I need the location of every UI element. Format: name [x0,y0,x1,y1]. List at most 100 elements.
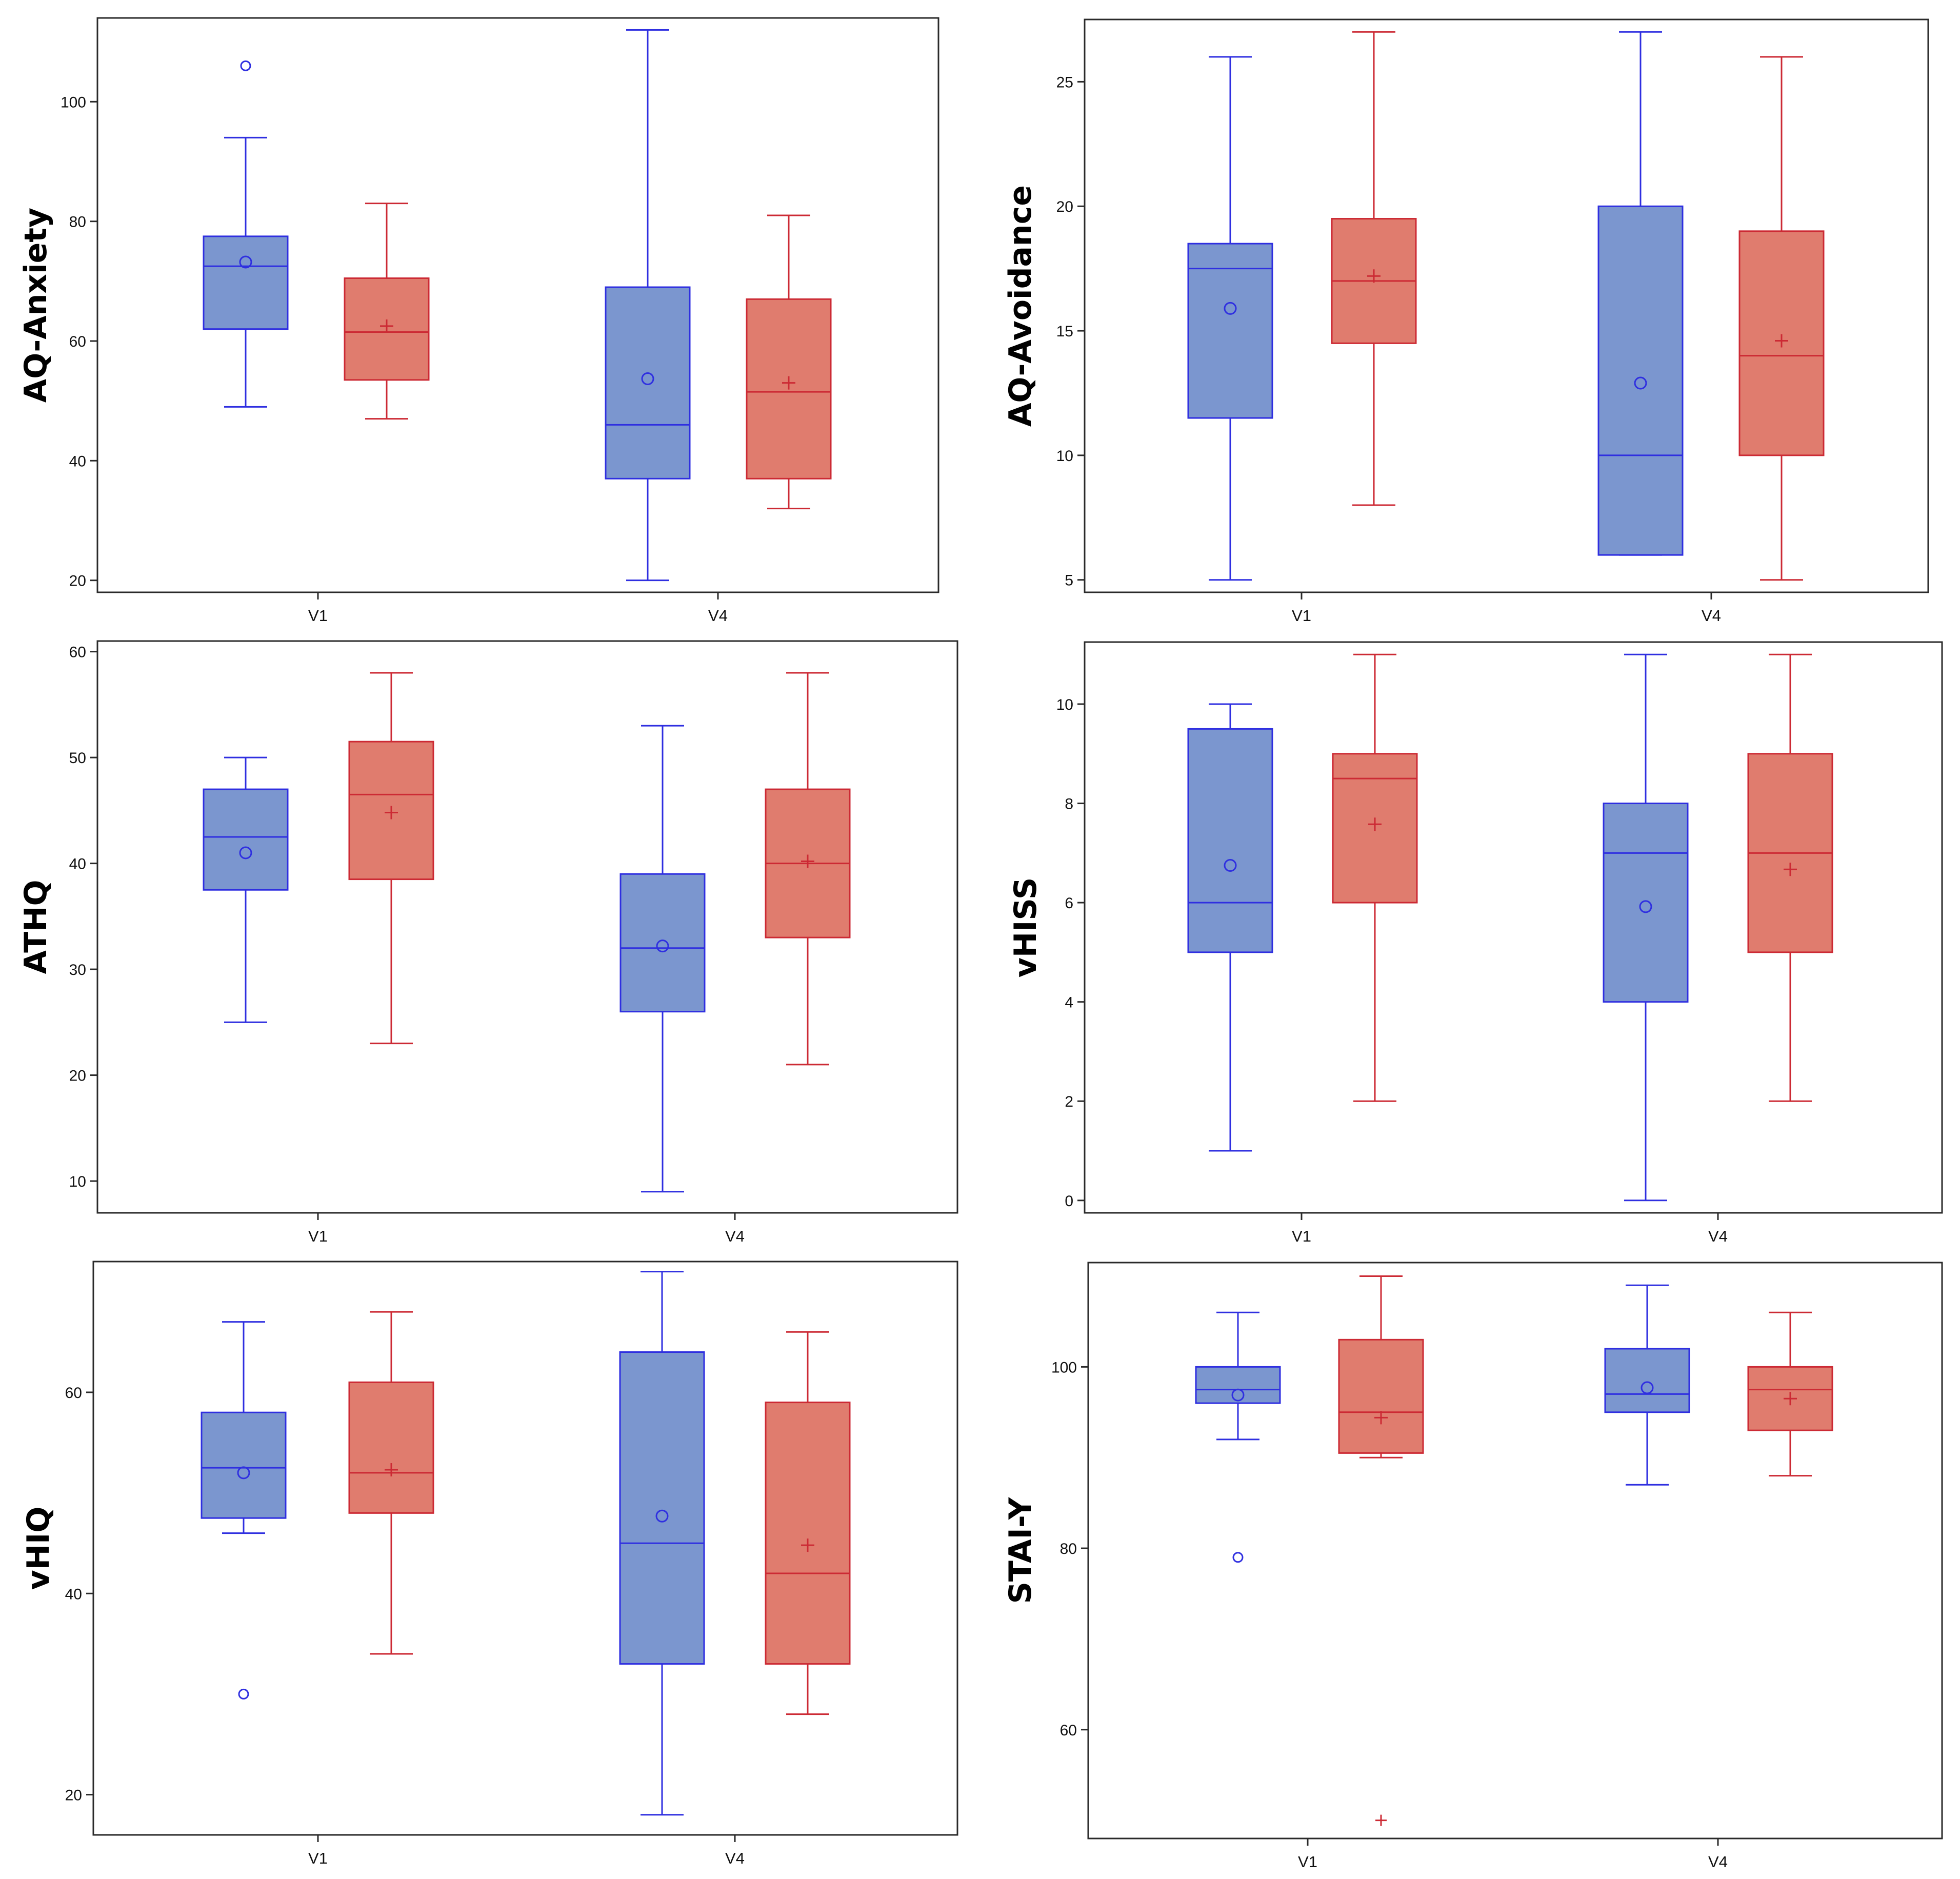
x-category-label: V4 [708,607,728,625]
mean-marker-circle [1641,1381,1654,1394]
mean-marker-circle [1224,859,1237,872]
mean-marker-plus [385,1463,398,1477]
y-tick-label: 20 [65,1787,82,1804]
y-tick-label: 40 [69,453,86,470]
box-v1-red [1332,653,1418,1102]
iqr-box [605,286,691,479]
box-v4-red [1747,653,1833,1102]
y-tick-label: 0 [1065,1193,1073,1210]
box-v4-blue [1603,653,1689,1202]
y-axis-title: STAI-Y [1003,1496,1038,1604]
y-tick-label: 20 [69,573,86,590]
box-v4-blue [1597,31,1684,556]
iqr-box [1597,205,1684,556]
mean-marker-circle [239,255,252,269]
panel-athq: 10 20 30 40 50 60 V1 V4 ATHQ [18,640,958,1245]
box-v1-blue [1187,703,1273,1152]
mean-marker-circle [237,1466,250,1480]
mean-marker-circle [1231,1388,1245,1402]
outlier-point [1232,1552,1244,1563]
mean-marker-plus [1775,334,1788,348]
box-v4-blue [605,29,691,582]
x-category-label: V1 [308,1227,328,1245]
iqr-box [619,873,706,1013]
box-v1-blue [203,756,289,1023]
mean-marker-circle [641,372,654,385]
y-tick-label: 20 [1056,198,1073,215]
plot-frame [1087,1262,1943,1840]
y-tick-label: 10 [1056,696,1073,713]
box-v1-blue [201,1321,287,1700]
y-tick-label: 30 [69,962,86,978]
box-v4-red [1747,1311,1833,1477]
mean-marker-circle [1634,376,1647,390]
box-v1-red [1331,31,1417,506]
y-axis-title: AQ-Anxiety [18,208,54,403]
y-tick-label: 4 [1065,994,1073,1011]
mean-marker-plus [782,376,795,390]
y-tick-label: 80 [1060,1541,1077,1557]
x-category-label: V1 [1292,607,1311,625]
x-category-label: V1 [1292,1227,1311,1245]
mean-marker-plus [1784,863,1797,876]
panel-aq-avoidance: 5 10 15 20 25 V1 V4 AQ-Avoidance [1003,18,1929,625]
x-category-label: V4 [1708,1853,1728,1871]
x-category-label: V1 [308,1849,328,1867]
mean-marker-plus [380,319,393,333]
mean-marker-circle [1639,900,1652,913]
panel-stai-y: 60 80 100 V1 V4 STAI-Y [1003,1262,1943,1871]
box-v4-red [765,1331,851,1715]
y-tick-label: 10 [69,1173,86,1190]
x-category-label: V4 [725,1849,745,1867]
y-tick-label: 100 [1051,1359,1077,1376]
iqr-box [201,1411,287,1519]
iqr-box [203,788,289,891]
y-tick-label: 100 [61,94,86,111]
box-v4-blue [619,725,706,1193]
y-tick-label: 10 [1056,448,1073,465]
box-v4-red [746,214,832,510]
mean-marker-circle [239,846,252,859]
y-tick-label: 25 [1056,74,1073,91]
box-v1-blue [1195,1311,1281,1563]
mean-marker-plus [1784,1392,1797,1406]
panel-vhiq: 20 40 60 V1 V4 vHIQ [21,1261,958,1867]
y-tick-label: 2 [1065,1093,1073,1110]
y-tick-label: 80 [69,214,86,231]
box-v1-red [348,1311,434,1655]
y-tick-label: 40 [65,1586,82,1603]
box-v1-blue [203,60,289,408]
iqr-box [1195,1366,1281,1404]
mean-marker-plus [1367,269,1381,283]
mean-marker-circle [1224,302,1237,315]
y-tick-label: 60 [65,1385,82,1402]
iqr-box [203,235,289,330]
box-v1-blue [1187,56,1273,581]
x-category-label: V4 [1702,607,1721,625]
iqr-box [1604,1348,1690,1413]
y-tick-label: 50 [69,750,86,767]
mean-marker-plus [1368,817,1382,831]
y-tick-label: 60 [69,333,86,350]
outlier-point [240,60,251,71]
iqr-box [1187,243,1273,419]
box-v1-red [344,203,430,420]
y-axis-title: vHIQ [21,1507,56,1590]
box-v4-blue [1604,1284,1690,1486]
mean-marker-plus [801,854,814,868]
panel-aq-anxiety: 20 40 60 80 100 V1 V4 AQ-Anxiety [18,17,939,625]
iqr-box [619,1351,705,1665]
mean-marker-plus [801,1538,814,1552]
mean-marker-plus [385,806,398,819]
iqr-box [1603,803,1689,1003]
box-v4-red [765,672,851,1066]
x-category-label: V4 [1708,1227,1728,1245]
y-tick-label: 5 [1065,572,1073,589]
box-v4-blue [619,1271,705,1816]
y-tick-label: 6 [1065,895,1073,912]
panel-vhiss: 0 2 4 6 8 10 V1 V4 vHISS [1008,641,1943,1245]
y-tick-label: 15 [1056,323,1073,340]
box-v1-red [1338,1275,1424,1826]
